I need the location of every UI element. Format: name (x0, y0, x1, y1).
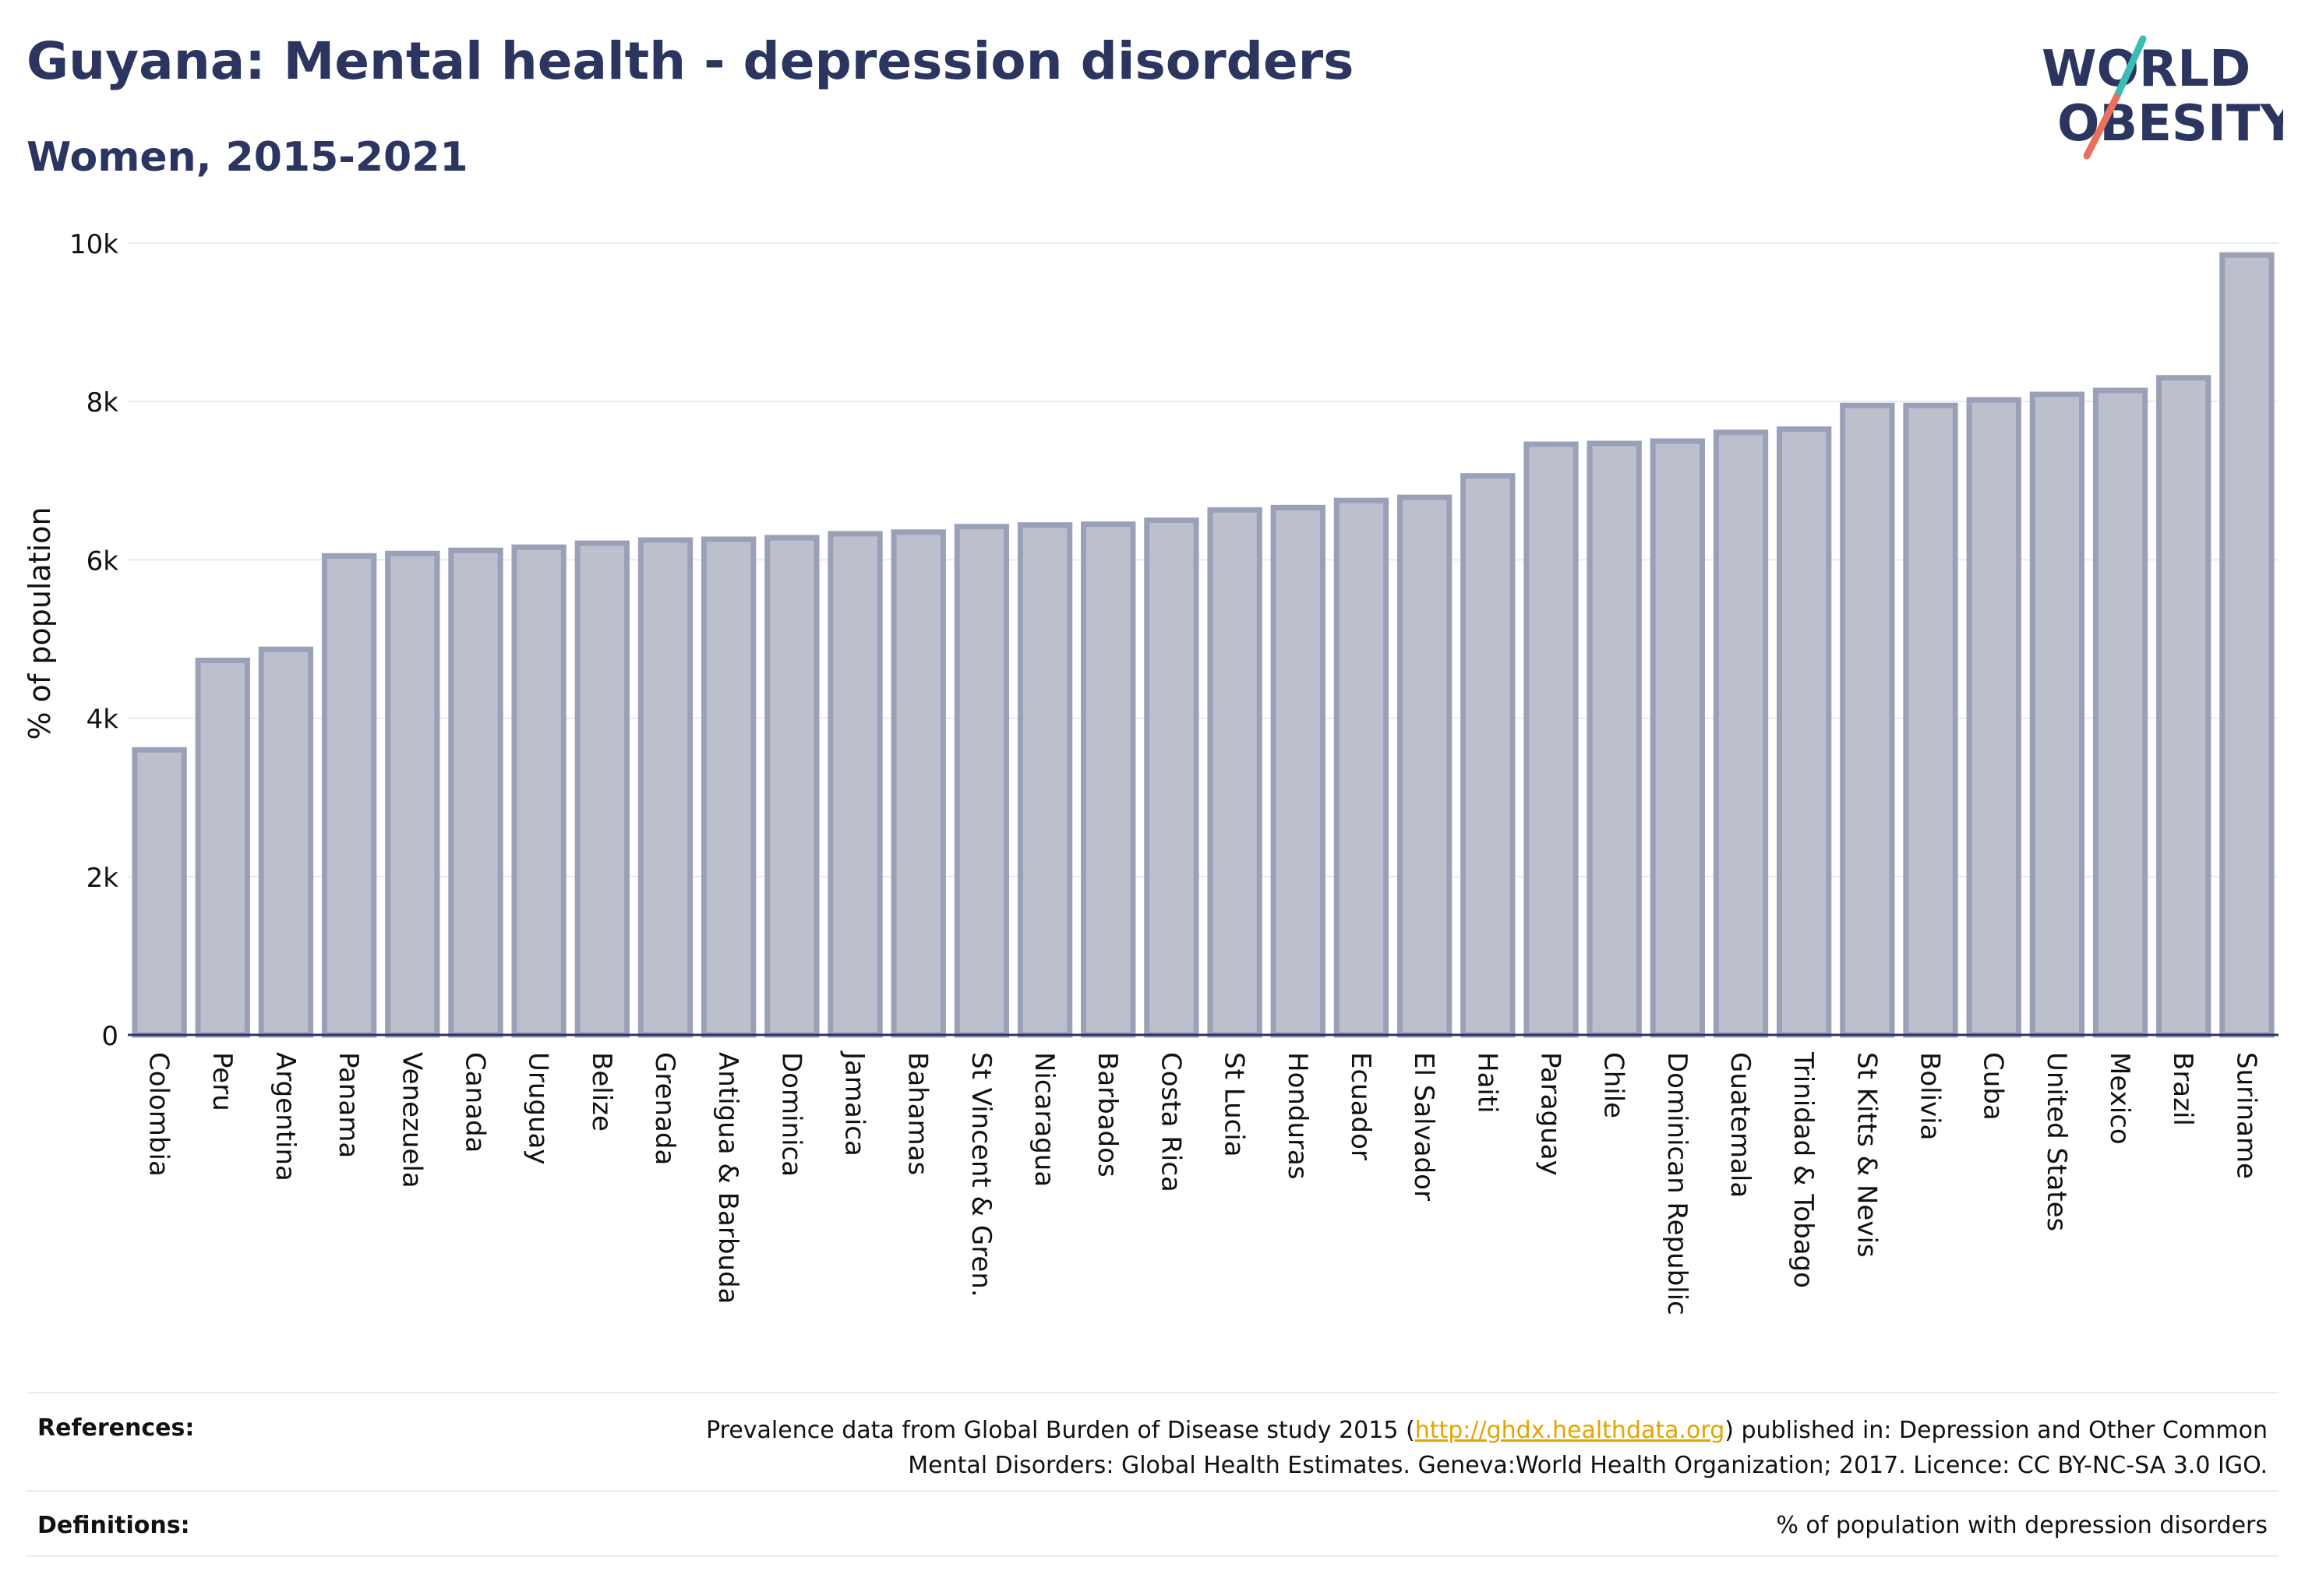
footer-rule-top (26, 1392, 2279, 1393)
bar-cuba (1966, 397, 2021, 1038)
bar-peru (195, 657, 250, 1038)
x-tick-label: Dominica (775, 1052, 807, 1177)
x-axis-ticks: Colombia Peru Argentina Panama Venezuela Cana… (143, 1050, 2262, 1315)
references-text-before: Prevalence data from Global Burden of Di… (706, 1417, 1415, 1444)
logo-slash-top (2113, 35, 2147, 101)
x-tick-label: Trinidad & Tobago (1788, 1051, 1819, 1288)
x-tick-label: Panama (333, 1052, 364, 1158)
bar-costa-rica (1144, 517, 1199, 1038)
chart-title: Guyana: Mental health - depression disor… (26, 31, 1354, 91)
x-tick-label: Ecuador (1345, 1052, 1376, 1160)
x-tick-label: Colombia (143, 1052, 175, 1177)
x-tick-label: Paraguay (1534, 1052, 1565, 1176)
x-tick-label: St Kitts & Nevis (1851, 1052, 1882, 1258)
y-tick-label: 6k (86, 546, 119, 577)
x-tick-label: Guatemala (1724, 1052, 1756, 1198)
x-tick-label: Costa Rica (1155, 1052, 1186, 1192)
x-tick-label: Brazil (2167, 1052, 2198, 1126)
bar-brazil (2156, 375, 2211, 1038)
logo-slash-bottom (2083, 94, 2120, 160)
bar-belize (574, 540, 630, 1038)
definitions-label: Definitions: (37, 1512, 190, 1539)
x-tick-label: United States (2041, 1052, 2072, 1231)
x-tick-label: Argentina (270, 1052, 301, 1181)
bar-trinidad-tobago (1777, 426, 1832, 1038)
x-tick-label: Nicaragua (1029, 1052, 1060, 1187)
bar-jamaica (828, 531, 883, 1038)
chart-subtitle: Women, 2015-2021 (26, 134, 468, 181)
x-tick-label: Honduras (1282, 1052, 1313, 1180)
definitions-text: % of population with depression disorder… (1776, 1512, 2268, 1539)
y-tick-label: 0 (101, 1021, 118, 1052)
x-tick-label: Mexico (2104, 1052, 2135, 1145)
bar-chile (1587, 440, 1642, 1038)
bar-panama (321, 553, 377, 1038)
x-tick-label: Uruguay (523, 1052, 554, 1165)
x-tick-label: Belize (586, 1052, 617, 1132)
x-tick-label: Antigua & Barbuda (712, 1052, 743, 1304)
bar-honduras (1270, 504, 1325, 1038)
bar-barbados (1081, 521, 1136, 1038)
x-tick-label: Haiti (1471, 1052, 1502, 1114)
bar-dominica (764, 535, 820, 1038)
y-tick-label: 10k (69, 229, 118, 260)
bar-paraguay (1523, 441, 1579, 1038)
bar-uruguay (511, 544, 567, 1038)
x-tick-label: Canada (459, 1052, 490, 1153)
bar-ecuador (1333, 497, 1389, 1038)
references-text: Prevalence data from Global Burden of Di… (631, 1413, 2268, 1483)
bar-nicaragua (1017, 522, 1073, 1038)
bars (132, 252, 2275, 1038)
y-tick-label: 4k (86, 704, 119, 736)
y-tick-label: 8k (86, 387, 119, 418)
y-axis-label: % of population (23, 507, 57, 740)
x-tick-label: Dominican Republic (1661, 1052, 1693, 1315)
bar-bahamas (891, 529, 946, 1038)
bar-bolivia (1903, 402, 1958, 1038)
x-tick-label: St Lucia (1219, 1052, 1250, 1157)
bar-colombia (132, 747, 187, 1038)
bar-haiti (1460, 473, 1516, 1038)
logo-line-1: WORLD (2042, 41, 2250, 98)
bar-st-kitts-nevis (1840, 402, 1895, 1038)
footer-rule-middle (26, 1490, 2279, 1492)
bar-suriname (2219, 252, 2275, 1038)
references-label: References: (37, 1414, 195, 1442)
bar-antigua-barbuda (701, 536, 757, 1038)
y-axis-ticks: 0 2k 4k 6k 8k 10k (69, 229, 118, 1052)
references-link[interactable]: http://ghdx.healthdata.org (1414, 1417, 1725, 1444)
bar-canada (448, 547, 503, 1038)
x-tick-label: Jamaica (839, 1050, 870, 1156)
bar-st-lucia (1207, 507, 1262, 1038)
x-tick-label: St Vincent & Gren. (965, 1052, 997, 1298)
bar-st-vincent-gren- (954, 524, 1010, 1038)
bar-grenada (637, 537, 694, 1038)
x-tick-label: Cuba (1978, 1052, 2009, 1121)
bar-united-states (2029, 391, 2085, 1038)
x-tick-label: Peru (206, 1052, 238, 1111)
bar-mexico (2092, 387, 2148, 1038)
footer-rule-bottom (26, 1555, 2279, 1557)
bar-dominican-republic (1650, 438, 1705, 1038)
x-tick-label: Suriname (2230, 1052, 2261, 1179)
references-text-after: ) published in: Depression and Other Com… (908, 1417, 2268, 1479)
x-tick-label: Bolivia (1915, 1052, 1946, 1140)
bar-argentina (258, 646, 314, 1038)
bar-el-salvador (1396, 494, 1453, 1038)
y-tick-label: 2k (86, 863, 119, 894)
x-tick-label: Bahamas (902, 1052, 934, 1175)
bar-chart: 0 2k 4k 6k 8k 10k Colombia Peru Argentina Panama… (23, 229, 2279, 1315)
x-tick-label: Chile (1598, 1052, 1629, 1118)
x-tick-label: Grenada (649, 1052, 680, 1165)
bar-guatemala (1713, 429, 1769, 1038)
x-tick-label: Barbados (1092, 1052, 1123, 1178)
bar-venezuela (385, 550, 440, 1038)
x-tick-label: El Salvador (1408, 1052, 1439, 1201)
x-tick-label: Venezuela (396, 1052, 427, 1188)
world-obesity-logo: WORLD OBESITY (2042, 35, 2283, 160)
